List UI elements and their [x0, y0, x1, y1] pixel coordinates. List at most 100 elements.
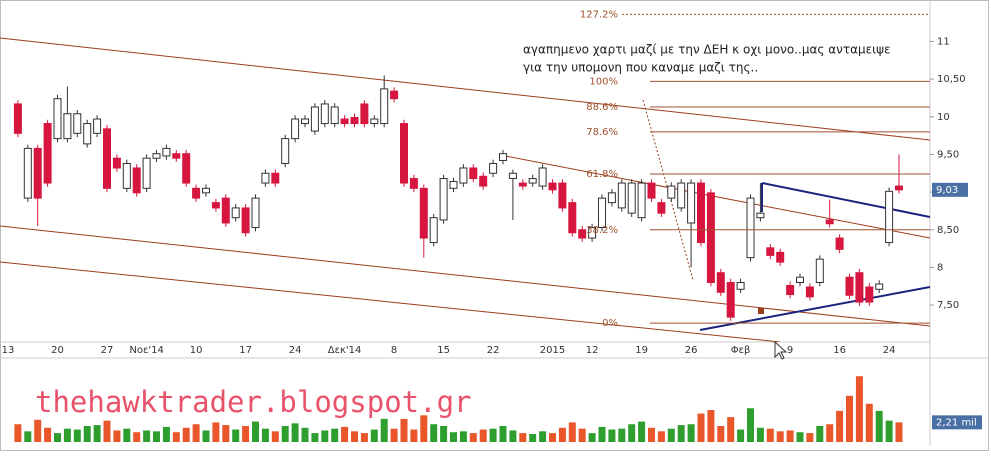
candle-body: [548, 182, 557, 191]
volume-bar: [707, 410, 715, 442]
x-tick-label: 15: [437, 345, 450, 356]
volume-bar: [162, 426, 170, 442]
candle-body: [320, 103, 329, 125]
candle-body: [182, 153, 191, 184]
volume-bar: [271, 431, 279, 442]
candle-body: [489, 162, 498, 174]
volume-bar: [598, 426, 606, 442]
cursor: [774, 340, 788, 360]
volume-bar: [687, 424, 695, 442]
candle-body: [409, 178, 418, 189]
volume-bar: [182, 427, 190, 442]
candle-body: [370, 118, 379, 125]
watermark: thehawktrader.blogspot.gr: [35, 385, 472, 419]
candle-body: [192, 187, 201, 199]
candle-body: [112, 157, 121, 169]
volume-bar: [261, 428, 269, 442]
candle-body: [271, 172, 280, 184]
volume-bar: [301, 427, 309, 442]
candle-body: [776, 251, 785, 263]
volume-bar: [618, 428, 626, 442]
fib-label: 88.6%: [586, 102, 618, 113]
candle-body: [578, 229, 587, 239]
volume-marker-label: 2,21 mil: [936, 417, 977, 428]
volume-bar: [311, 433, 319, 442]
y-tick-label: 10,50: [937, 74, 966, 85]
volume-bar: [341, 426, 349, 442]
candle-body: [627, 182, 636, 214]
trendline: [0, 261, 781, 342]
candle-body: [845, 276, 854, 296]
volume-bar: [519, 433, 527, 442]
volume-bar: [370, 429, 378, 442]
volume-bar: [172, 432, 180, 442]
fib-label: 38.2%: [586, 225, 618, 236]
x-tick-label: 16: [833, 345, 846, 356]
volume-bar: [509, 430, 517, 442]
candle-body: [241, 207, 250, 234]
candle-body: [598, 197, 606, 228]
volume-bar: [677, 425, 685, 442]
candle-body: [360, 103, 369, 125]
volume-bar: [44, 427, 52, 442]
volume-bar: [222, 425, 230, 442]
candle-body: [162, 147, 171, 157]
volume-bar: [766, 428, 774, 442]
candle-body: [73, 113, 82, 134]
candle-body: [865, 286, 874, 303]
candle-body: [132, 167, 141, 194]
candle-body: [350, 117, 359, 125]
volume-bar: [400, 418, 408, 442]
volume-bar: [440, 426, 448, 442]
candle-body: [63, 113, 72, 140]
volume-panel: [14, 376, 903, 442]
volume-bar: [697, 413, 705, 442]
volume-bar: [776, 431, 784, 442]
candle-body: [122, 162, 131, 189]
x-tick-label: 22: [487, 345, 500, 356]
volume-bar: [786, 430, 794, 442]
x-tick-label: Φεβ: [731, 345, 751, 356]
volume-bar: [529, 434, 537, 442]
candle-body: [281, 138, 290, 164]
candle-body: [726, 281, 735, 318]
candle-body: [766, 247, 775, 256]
candle-body: [855, 272, 864, 303]
fib-label: 127.2%: [580, 9, 618, 20]
candle-body: [736, 281, 745, 290]
volume-bar: [93, 425, 101, 442]
volume-bar: [192, 424, 200, 442]
volume-bar: [242, 426, 250, 442]
candle-body: [13, 103, 22, 134]
candle-body: [23, 147, 32, 199]
x-tick-label: 13: [2, 345, 15, 356]
candle-body: [459, 167, 468, 184]
volume-bar: [747, 408, 754, 442]
volume-bar: [846, 395, 853, 442]
volume-bar: [291, 423, 299, 442]
volume-bar: [578, 428, 586, 442]
candle-body: [330, 106, 339, 125]
x-tick-label: Δεκ'14: [328, 345, 362, 356]
volume-bar: [331, 428, 339, 442]
volume-bar: [430, 424, 438, 442]
volume-marker: [932, 415, 982, 430]
volume-bar: [489, 428, 497, 442]
candle-body: [449, 181, 458, 189]
volume-bar: [202, 430, 210, 442]
candle-body: [251, 197, 260, 228]
trendline: [499, 154, 930, 239]
candle-body: [419, 187, 428, 239]
candle-body: [746, 197, 755, 259]
volume-bar: [24, 431, 32, 442]
volume-bar: [756, 427, 764, 442]
fib-label: 78.6%: [586, 127, 618, 138]
candle-body: [687, 182, 696, 224]
candle-body: [231, 207, 240, 219]
candle-body: [380, 88, 389, 125]
volume-bar: [469, 433, 477, 442]
fib-label: 61.8%: [586, 169, 618, 180]
volume-bar: [351, 431, 358, 442]
candle-body: [93, 118, 102, 134]
candle-body: [518, 182, 527, 187]
